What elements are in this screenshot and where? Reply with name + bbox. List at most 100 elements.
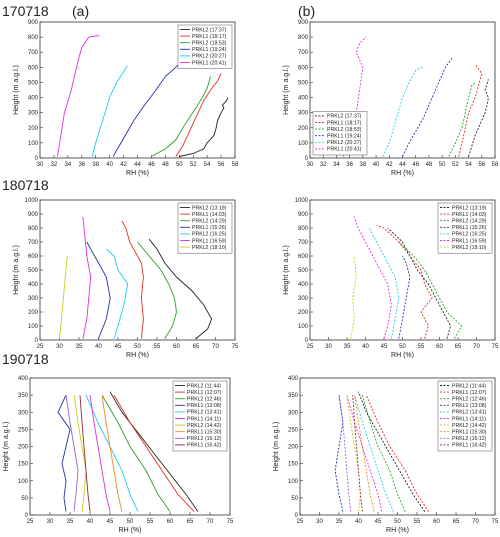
x-tick-label: 38 bbox=[360, 162, 367, 168]
legend-entry: PRKL2 (14:29) bbox=[452, 219, 487, 225]
x-tick-label: 70 bbox=[473, 344, 480, 350]
legend-entry: PRKL2 (13:41) bbox=[452, 410, 487, 416]
series-line-1 bbox=[376, 224, 433, 339]
series-line-5 bbox=[346, 394, 383, 512]
x-tick-label: 52 bbox=[452, 162, 459, 168]
legend-entry: PRKL1 (14:03) bbox=[452, 212, 487, 218]
y-tick-label: 600 bbox=[298, 254, 309, 260]
y-tick-label: 350 bbox=[288, 393, 299, 399]
x-tick-label: 40 bbox=[362, 344, 369, 350]
series-line-6 bbox=[350, 255, 357, 339]
series-line-3 bbox=[57, 394, 71, 512]
series-line-0 bbox=[109, 391, 199, 512]
y-axis-label: Height (m a.g.l.) bbox=[13, 65, 20, 115]
series-line-4 bbox=[368, 227, 400, 339]
legend-entry: PRKL1 (15:30) bbox=[452, 430, 487, 436]
series-line-2 bbox=[101, 394, 171, 512]
x-tick-label: 60 bbox=[173, 344, 180, 350]
y-tick-label: 400 bbox=[28, 96, 39, 102]
y-tick-label: 300 bbox=[28, 296, 39, 302]
legend-entry: PRKL1 (13:08) bbox=[187, 403, 222, 409]
x-tick-label: 40 bbox=[106, 162, 113, 168]
x-tick-label: 34 bbox=[65, 162, 72, 168]
series-line-1 bbox=[458, 64, 483, 157]
y-tick-label: 100 bbox=[28, 324, 39, 330]
x-tick-label: 50 bbox=[176, 162, 183, 168]
y-tick-label: 400 bbox=[288, 376, 299, 382]
legend-entry: PRKL2 (11:44) bbox=[452, 383, 486, 389]
legend-entry: PRKL1 (15:26) bbox=[452, 225, 487, 231]
legend-entry: PRKL1 (15:26) bbox=[192, 225, 227, 231]
y-tick-label: 200 bbox=[288, 445, 299, 451]
chart-panel-3: 25 30 35 40 45 50 55 60 65 70 75 0 100 200 300 400 500 60… bbox=[283, 198, 499, 359]
x-axis-label: RH (%) bbox=[119, 527, 142, 534]
x-tick-label: 44 bbox=[399, 162, 406, 168]
y-tick-label: 200 bbox=[28, 310, 39, 316]
legend-entry: PRKL2 (20:27) bbox=[327, 140, 362, 146]
legend-entry: PRKL1 (14:11) bbox=[452, 416, 486, 422]
x-tick-label: 60 bbox=[433, 519, 440, 525]
x-tick-label: 65 bbox=[193, 344, 200, 350]
legend-entry: PRKL2 (17:37) bbox=[327, 114, 362, 120]
x-tick-label: 55 bbox=[154, 344, 161, 350]
y-tick-label: 150 bbox=[288, 462, 299, 468]
y-tick-label: 1000 bbox=[25, 198, 39, 204]
legend-entry: PRKL2 (14:42) bbox=[452, 423, 487, 429]
column-label-a: (a) bbox=[72, 3, 89, 19]
y-tick-label: 100 bbox=[298, 324, 309, 330]
x-tick-label: 70 bbox=[472, 519, 479, 525]
y-tick-label: 300 bbox=[28, 111, 39, 117]
x-tick-label: 40 bbox=[95, 344, 102, 350]
series-line-3 bbox=[86, 241, 111, 339]
legend-entry: PRKL2 (14:42) bbox=[187, 423, 222, 429]
x-tick-label: 35 bbox=[344, 344, 351, 350]
x-tick-label: 48 bbox=[162, 162, 169, 168]
x-tick-label: 30 bbox=[316, 519, 323, 525]
legend-box bbox=[437, 202, 493, 254]
y-tick-label: 700 bbox=[298, 50, 309, 56]
row-label-180718: 180718 bbox=[2, 177, 49, 193]
legend-entry: PRKL1 (13:08) bbox=[452, 403, 487, 409]
x-tick-label: 75 bbox=[492, 344, 499, 350]
series-line-3 bbox=[402, 58, 453, 157]
legend-box bbox=[437, 380, 493, 452]
series-line-4 bbox=[382, 66, 423, 157]
x-tick-label: 40 bbox=[355, 519, 362, 525]
series-line-2 bbox=[151, 76, 212, 157]
y-tick-label: 50 bbox=[291, 496, 298, 502]
series-line-9 bbox=[352, 395, 363, 512]
x-tick-label: 65 bbox=[455, 344, 462, 350]
legend-entry: PRKL1 (15:30) bbox=[187, 430, 222, 436]
y-tick-label: 150 bbox=[18, 462, 29, 468]
x-tick-label: 50 bbox=[127, 519, 134, 525]
x-tick-label: 40 bbox=[87, 519, 94, 525]
x-tick-label: 54 bbox=[465, 162, 472, 168]
series-line-1 bbox=[113, 394, 195, 512]
x-axis-label: RH (%) bbox=[126, 352, 149, 359]
y-tick-label: 100 bbox=[288, 479, 299, 485]
legend-entry: PRKL2 (16:25) bbox=[452, 232, 487, 238]
series-line-0 bbox=[358, 391, 426, 512]
x-tick-label: 35 bbox=[336, 519, 343, 525]
x-tick-label: 30 bbox=[307, 162, 314, 168]
series-line-0 bbox=[387, 227, 452, 339]
y-tick-label: 100 bbox=[18, 479, 29, 485]
series-line-5 bbox=[89, 395, 111, 512]
x-tick-label: 70 bbox=[207, 519, 214, 525]
x-tick-label: 32 bbox=[320, 162, 327, 168]
legend-box bbox=[177, 24, 233, 69]
y-axis-label: Height (m a.g.l.) bbox=[283, 245, 290, 295]
legend-box bbox=[312, 111, 368, 156]
y-tick-label: 700 bbox=[28, 50, 39, 56]
y-axis-label: Height (m a.g.l.) bbox=[273, 422, 280, 472]
legend-box bbox=[172, 380, 228, 452]
x-tick-label: 54 bbox=[204, 162, 211, 168]
y-tick-label: 200 bbox=[28, 126, 39, 132]
series-line-8 bbox=[338, 395, 352, 512]
series-line-6 bbox=[59, 255, 68, 339]
x-tick-label: 30 bbox=[56, 344, 63, 350]
legend-entry: PRKL2 (20:27) bbox=[192, 54, 227, 60]
chart-panel-2: 25 30 35 40 45 50 55 60 65 70 75 0 100 200 300 400 500 60… bbox=[13, 198, 239, 359]
y-tick-label: 0 bbox=[295, 513, 299, 519]
